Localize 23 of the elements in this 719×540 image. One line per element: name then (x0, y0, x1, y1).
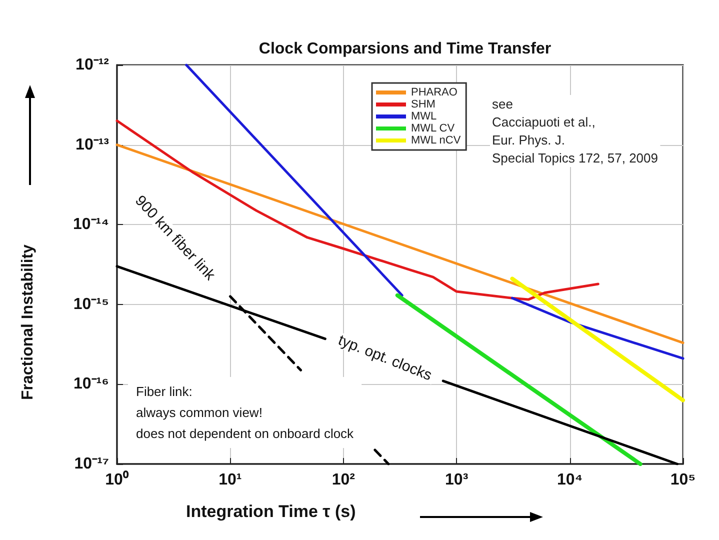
legend-label: MWL nCV (411, 134, 462, 146)
annotation: see Cacciapuoti et al., Eur. Phys. J. Special Topics 172, 57, 2009 (492, 96, 658, 166)
legend-label: MWL CV (411, 122, 456, 134)
annotation: typ. opt. clocks (336, 332, 434, 384)
y-axis-title: Fractional Instability (20, 244, 36, 400)
x-tick-label: 10⁴ (556, 472, 583, 488)
y-tick-label: 10⁻¹³ (76, 136, 109, 154)
x-axis-title: Integration Time τ (s) (186, 502, 356, 521)
legend-label: MWL (411, 110, 437, 122)
y-tick-label: 10⁻¹⁷ (74, 456, 109, 472)
y-tick-label: 10⁻¹⁶ (74, 376, 109, 393)
x-tick-label: 10² (332, 472, 355, 488)
x-tick-label: 10³ (445, 472, 468, 488)
legend-label: SHM (411, 98, 436, 110)
x-tick-label: 10⁵ (670, 472, 696, 488)
chart-title: Clock Comparsions and Time Transfer (258, 40, 552, 58)
annotation: Fiber link: always common view! does not dependent on onboard clock (136, 384, 354, 441)
y-tick-label: 10⁻¹² (76, 56, 109, 74)
x-tick-label: 10⁰ (105, 470, 129, 488)
legend-label: PHARAO (411, 86, 458, 98)
y-tick-label: 10⁻¹⁴ (72, 216, 110, 234)
y-tick-label: 10⁻¹⁵ (73, 296, 109, 313)
x-tick-label: 10¹ (218, 472, 242, 488)
